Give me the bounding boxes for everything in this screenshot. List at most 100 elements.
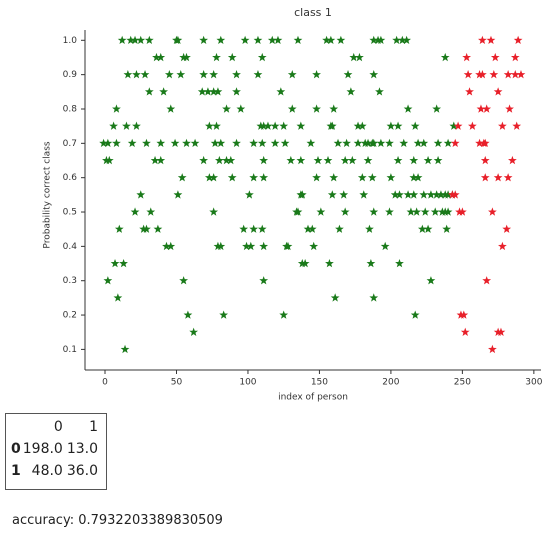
point (503, 70, 513, 79)
point (327, 121, 337, 130)
point (386, 173, 396, 182)
point (215, 155, 224, 165)
point (462, 52, 472, 62)
point (333, 138, 343, 148)
point (363, 138, 373, 148)
point (433, 138, 443, 148)
point (340, 155, 350, 165)
point (493, 173, 503, 182)
point (357, 173, 367, 182)
point (153, 224, 163, 233)
point (313, 155, 323, 165)
point (409, 173, 419, 182)
point (336, 35, 346, 45)
point (369, 70, 379, 79)
point (270, 121, 280, 130)
point (203, 87, 213, 96)
point (114, 224, 124, 233)
point (209, 87, 219, 96)
point (293, 35, 303, 45)
point (246, 241, 256, 251)
point (410, 121, 420, 130)
point (476, 104, 486, 113)
point (279, 121, 289, 130)
point (156, 155, 166, 165)
point (420, 207, 430, 216)
point (409, 190, 419, 199)
point (109, 121, 118, 130)
point (204, 173, 214, 182)
point (508, 155, 517, 165)
point (296, 121, 306, 130)
point (162, 241, 171, 251)
point (502, 224, 512, 233)
point (433, 155, 443, 165)
point (239, 224, 249, 233)
point (170, 138, 180, 148)
point (126, 35, 136, 45)
point (490, 52, 500, 62)
point (369, 207, 379, 216)
point (393, 121, 403, 130)
x-tick-label: 150 (311, 378, 328, 388)
point (489, 70, 499, 79)
point (458, 207, 467, 216)
point (432, 104, 442, 113)
point (173, 35, 183, 45)
point (397, 35, 407, 45)
point (386, 121, 396, 130)
point (259, 241, 269, 251)
row-header: 1 (11, 463, 21, 479)
point (190, 138, 200, 148)
point (297, 190, 307, 199)
point (419, 190, 429, 199)
point (349, 52, 359, 62)
point (173, 190, 183, 199)
point (166, 241, 176, 251)
point (227, 52, 237, 62)
point (296, 155, 306, 165)
point (417, 224, 427, 233)
point (480, 155, 490, 165)
point (270, 138, 280, 148)
point (144, 35, 154, 45)
point (496, 327, 506, 336)
accuracy-text: accuracy: 0.7932203389830509 (12, 513, 223, 528)
y-axis-label: Probability correct class (43, 141, 53, 248)
point (236, 104, 246, 113)
point (376, 35, 386, 45)
y-tick-label: 0.7 (63, 139, 77, 149)
point (142, 224, 151, 233)
point (212, 52, 221, 62)
point (182, 138, 191, 148)
point (453, 121, 463, 130)
point (357, 121, 367, 130)
point (330, 293, 340, 302)
point (510, 52, 520, 62)
point (293, 207, 303, 216)
y-tick-label: 0.9 (63, 70, 78, 80)
point (283, 241, 293, 251)
point (273, 35, 283, 45)
point (393, 155, 403, 165)
point (365, 224, 374, 233)
point (177, 173, 187, 182)
point (127, 138, 137, 148)
point (99, 138, 108, 148)
point (390, 190, 400, 199)
point (436, 190, 446, 199)
point (353, 121, 363, 130)
point (132, 121, 141, 130)
point (249, 224, 259, 233)
point (253, 35, 263, 45)
point (493, 87, 503, 96)
point (122, 121, 131, 130)
chart-title: class 1 (294, 6, 332, 19)
x-tick-label: 100 (239, 378, 256, 388)
point (267, 35, 277, 45)
column-header: 1 (89, 419, 99, 435)
point (276, 87, 286, 96)
point (413, 173, 423, 182)
point (426, 276, 436, 285)
point (306, 138, 316, 148)
